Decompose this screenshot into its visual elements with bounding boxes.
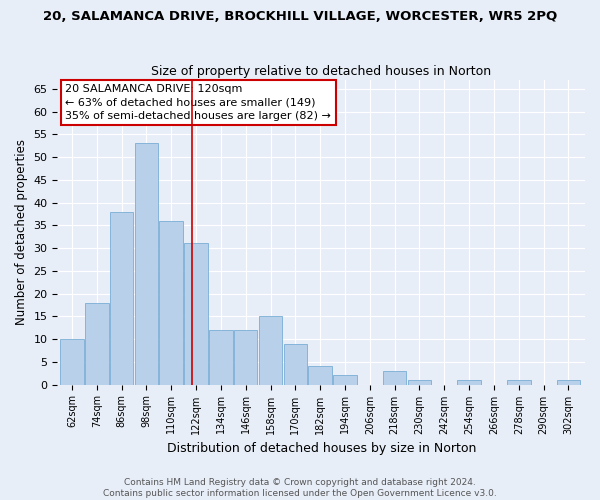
Bar: [333, 376, 357, 384]
Y-axis label: Number of detached properties: Number of detached properties: [15, 139, 28, 325]
Text: Contains HM Land Registry data © Crown copyright and database right 2024.
Contai: Contains HM Land Registry data © Crown c…: [103, 478, 497, 498]
Bar: [507, 380, 530, 384]
Title: Size of property relative to detached houses in Norton: Size of property relative to detached ho…: [151, 66, 491, 78]
Bar: [259, 316, 283, 384]
Bar: [284, 344, 307, 384]
Bar: [234, 330, 257, 384]
Bar: [209, 330, 233, 384]
Bar: [85, 302, 109, 384]
Bar: [160, 220, 183, 384]
Text: 20, SALAMANCA DRIVE, BROCKHILL VILLAGE, WORCESTER, WR5 2PQ: 20, SALAMANCA DRIVE, BROCKHILL VILLAGE, …: [43, 10, 557, 23]
Bar: [134, 144, 158, 384]
Bar: [457, 380, 481, 384]
Bar: [308, 366, 332, 384]
Bar: [110, 212, 133, 384]
Bar: [407, 380, 431, 384]
Bar: [557, 380, 580, 384]
X-axis label: Distribution of detached houses by size in Norton: Distribution of detached houses by size …: [167, 442, 476, 455]
Bar: [383, 371, 406, 384]
Bar: [184, 244, 208, 384]
Bar: [60, 339, 83, 384]
Text: 20 SALAMANCA DRIVE: 120sqm
← 63% of detached houses are smaller (149)
35% of sem: 20 SALAMANCA DRIVE: 120sqm ← 63% of deta…: [65, 84, 331, 120]
